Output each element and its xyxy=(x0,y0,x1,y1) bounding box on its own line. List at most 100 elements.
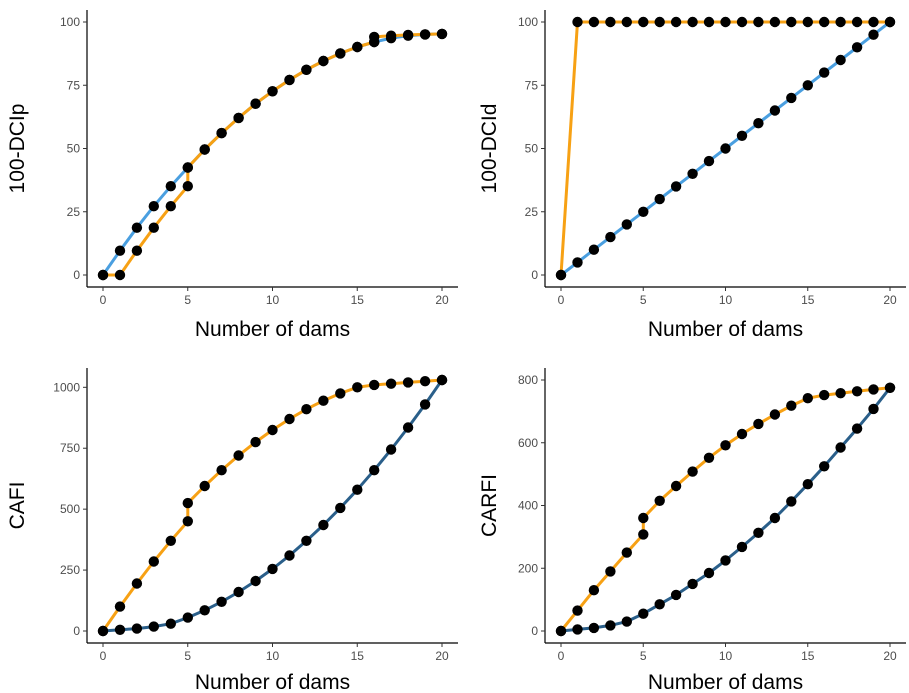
data-point xyxy=(335,502,346,514)
x-tick-label: 10 xyxy=(719,293,733,307)
data-point xyxy=(670,181,682,192)
data-point xyxy=(419,399,431,410)
x-tick-label: 20 xyxy=(883,649,897,663)
data-point xyxy=(670,16,682,28)
y-axis-title: CARFI xyxy=(478,474,501,537)
data-point xyxy=(802,393,813,404)
data-point xyxy=(352,382,363,393)
x-tick-label: 20 xyxy=(435,649,449,663)
data-point xyxy=(165,181,176,192)
data-point xyxy=(284,74,295,86)
data-point xyxy=(267,424,278,436)
data-point xyxy=(131,245,143,256)
data-point xyxy=(131,623,143,634)
x-tick-label: 5 xyxy=(184,293,191,307)
y-axis-title: 100-DCIp xyxy=(6,104,29,194)
data-point xyxy=(250,575,261,587)
data-point xyxy=(436,28,448,40)
data-point xyxy=(114,601,126,612)
x-tick-label: 15 xyxy=(801,649,815,663)
x-tick-label: 20 xyxy=(883,293,897,307)
data-point xyxy=(638,608,649,619)
data-point xyxy=(436,374,448,386)
data-point xyxy=(555,625,567,637)
data-point xyxy=(851,423,863,434)
data-point xyxy=(385,444,397,455)
data-point xyxy=(352,484,363,495)
y-tick-label: 600 xyxy=(518,436,538,450)
data-point xyxy=(572,605,583,616)
data-point xyxy=(216,596,227,607)
data-point xyxy=(182,162,193,173)
x-tick-label: 10 xyxy=(719,649,733,663)
data-point xyxy=(335,48,346,59)
x-axis-title: Number of dams xyxy=(195,318,350,341)
data-point xyxy=(736,541,748,553)
data-point xyxy=(786,496,797,507)
y-tick-label: 500 xyxy=(60,502,80,516)
y-tick-label: 75 xyxy=(525,78,539,92)
data-point xyxy=(605,16,616,28)
data-point xyxy=(419,29,431,40)
data-point xyxy=(182,612,193,623)
y-tick-label: 0 xyxy=(73,268,80,282)
data-point xyxy=(385,378,397,389)
data-point xyxy=(318,519,329,531)
data-point xyxy=(182,516,193,527)
data-point xyxy=(819,16,830,28)
data-point xyxy=(148,201,159,212)
data-point xyxy=(284,413,295,425)
data-point xyxy=(720,555,731,566)
data-point xyxy=(802,479,813,490)
data-point xyxy=(402,422,414,433)
data-point xyxy=(301,535,312,546)
data-point xyxy=(165,201,176,212)
x-tick-label: 5 xyxy=(640,649,647,663)
data-point xyxy=(301,64,312,76)
data-point xyxy=(786,16,797,28)
data-point xyxy=(687,578,698,590)
data-point xyxy=(165,618,176,629)
data-point xyxy=(687,168,698,179)
data-point xyxy=(687,466,698,477)
data-point xyxy=(884,16,896,28)
x-tick-label: 15 xyxy=(801,293,815,307)
data-point xyxy=(654,599,665,610)
chart-panel-1: 0 5 10 15 20 0 25 50 75 100 Number of dams 100-DCIp xyxy=(6,10,458,341)
y-tick-label: 400 xyxy=(518,499,538,513)
y-tick-label: 100 xyxy=(518,15,538,29)
data-point xyxy=(588,585,600,596)
data-point xyxy=(233,586,244,598)
data-point xyxy=(572,257,583,268)
data-point xyxy=(369,465,380,476)
data-point xyxy=(884,382,896,393)
data-point xyxy=(868,29,879,40)
data-point xyxy=(868,403,879,415)
data-point xyxy=(670,480,682,492)
data-point xyxy=(868,16,879,28)
data-point xyxy=(638,512,649,524)
y-tick-label: 200 xyxy=(518,561,538,575)
data-point xyxy=(352,41,363,53)
chart-panel-3: 0 5 10 15 20 0 250 500 750 1000 Number of dams CAFI xyxy=(6,368,458,693)
data-point xyxy=(588,16,600,28)
x-tick-label: 10 xyxy=(266,293,280,307)
data-point xyxy=(851,42,863,53)
data-point xyxy=(753,527,764,538)
x-tick-label: 15 xyxy=(351,293,365,307)
data-point xyxy=(233,112,244,124)
data-point xyxy=(199,480,210,492)
data-point xyxy=(199,605,210,616)
data-point xyxy=(250,98,261,109)
data-point xyxy=(753,118,764,129)
y-tick-label: 50 xyxy=(67,142,81,156)
data-point xyxy=(369,31,380,43)
data-point xyxy=(835,388,846,399)
y-axis-title: CAFI xyxy=(6,482,29,530)
data-point xyxy=(572,16,583,28)
data-point xyxy=(654,495,665,506)
data-point xyxy=(835,442,846,453)
